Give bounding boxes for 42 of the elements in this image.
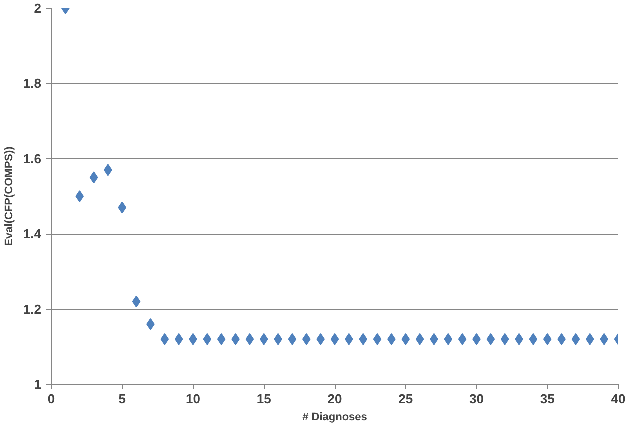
point (132, 296, 141, 308)
y-tick-label: 2 (34, 1, 42, 16)
point (330, 333, 340, 346)
point (402, 333, 410, 346)
point (302, 333, 311, 346)
point (160, 333, 170, 346)
x-tick-label: 30 (470, 392, 484, 406)
x-axis-title: # Diagnoses (302, 412, 368, 424)
point (118, 202, 127, 214)
x-tick-label: 15 (256, 392, 272, 406)
x-tick-label: 10 (186, 392, 200, 406)
point (260, 333, 268, 346)
x-tick-label: 35 (540, 392, 555, 406)
x-tick-label: 25 (398, 392, 414, 406)
point (203, 333, 212, 346)
point (543, 333, 552, 346)
point (500, 333, 510, 346)
point (246, 333, 254, 346)
x-tick-label: 0 (48, 392, 56, 406)
point (458, 333, 467, 346)
x-tick-label: 40 (611, 392, 626, 406)
point (486, 333, 496, 346)
y-axis-title: Eval(CFP(COMPS)) (3, 146, 16, 246)
point (217, 333, 226, 346)
y-tick-label: 1.4 (23, 226, 42, 242)
x-tick-label: 20 (328, 392, 342, 406)
y-tick-label: 1.2 (23, 302, 42, 317)
point (288, 333, 297, 346)
point (76, 190, 84, 202)
x-tick-label: 5 (118, 392, 126, 406)
point (373, 333, 382, 346)
point (359, 333, 368, 346)
point (416, 333, 424, 346)
point (90, 172, 98, 184)
point (529, 333, 538, 346)
point (572, 333, 580, 346)
point (586, 333, 594, 346)
point (444, 333, 453, 346)
point (174, 333, 184, 346)
y-tick-label: 1.8 (23, 76, 42, 92)
y-tick-label: 1.6 (23, 151, 42, 166)
y-tick-label: 1 (34, 377, 42, 392)
